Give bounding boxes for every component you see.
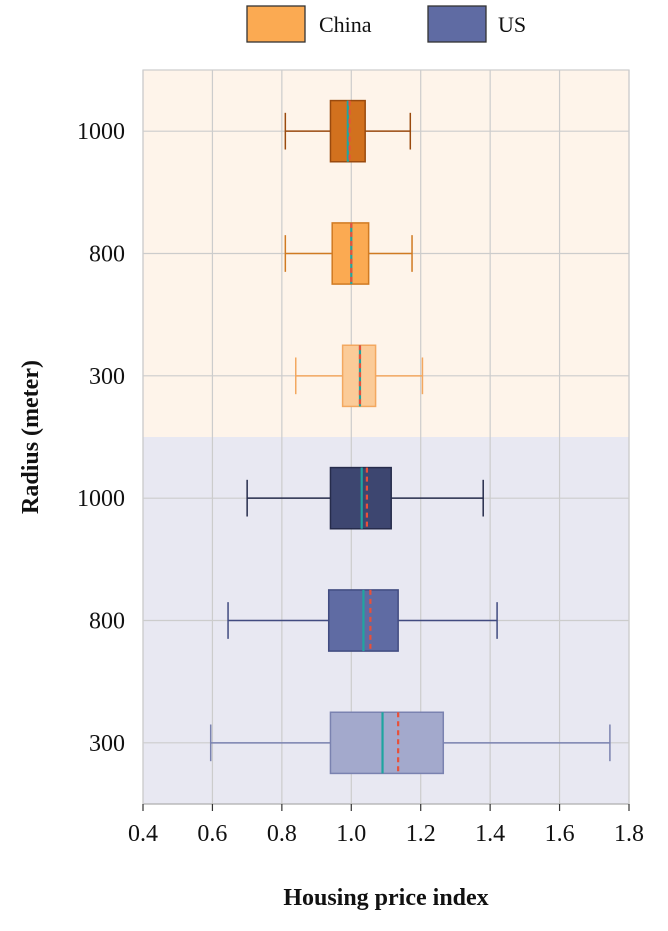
x-tick-label: 0.8 (267, 821, 297, 847)
x-tick-label: 1.0 (336, 821, 366, 847)
legend-item-us: US (427, 5, 526, 43)
box-us-1000 (246, 466, 484, 530)
x-tick-label: 1.2 (406, 821, 436, 847)
y-tick-label: 300 (89, 364, 125, 390)
box-us-300 (209, 711, 611, 775)
x-tick-label: 1.6 (545, 821, 575, 847)
legend-label: US (498, 12, 526, 37)
x-tick-label: 1.4 (475, 821, 505, 847)
plot-frame (142, 69, 630, 805)
x-tick-label: 0.4 (128, 821, 158, 847)
group-bands (143, 70, 629, 804)
x-tick-label: 0.6 (197, 821, 227, 847)
box-us-800 (227, 589, 498, 652)
legend-swatch (246, 5, 306, 43)
legend-label: China (319, 12, 372, 37)
box-china-300 (294, 344, 424, 408)
box-china-800 (284, 222, 413, 285)
legend-swatch (427, 5, 487, 43)
box-china-1000 (284, 99, 412, 163)
legend: China US (246, 5, 526, 43)
legend-item-china: China (246, 5, 372, 43)
y-tick-label: 300 (89, 731, 125, 757)
y-axis-title: Radius (meter) (18, 360, 44, 514)
y-tick-label: 1000 (77, 486, 125, 512)
y-tick-label: 800 (89, 242, 125, 268)
y-tick-label: 1000 (77, 119, 125, 145)
axes: 1000 800 300 1000 800 300 0.4 0.6 0.8 1.0 1.2 1.4 1.… (77, 69, 644, 847)
box-series (209, 99, 611, 775)
x-tick-label: 1.8 (614, 821, 644, 847)
y-tick-label: 800 (89, 609, 125, 635)
x-axis-title: Housing price index (283, 885, 488, 911)
box-iqr (329, 711, 445, 775)
